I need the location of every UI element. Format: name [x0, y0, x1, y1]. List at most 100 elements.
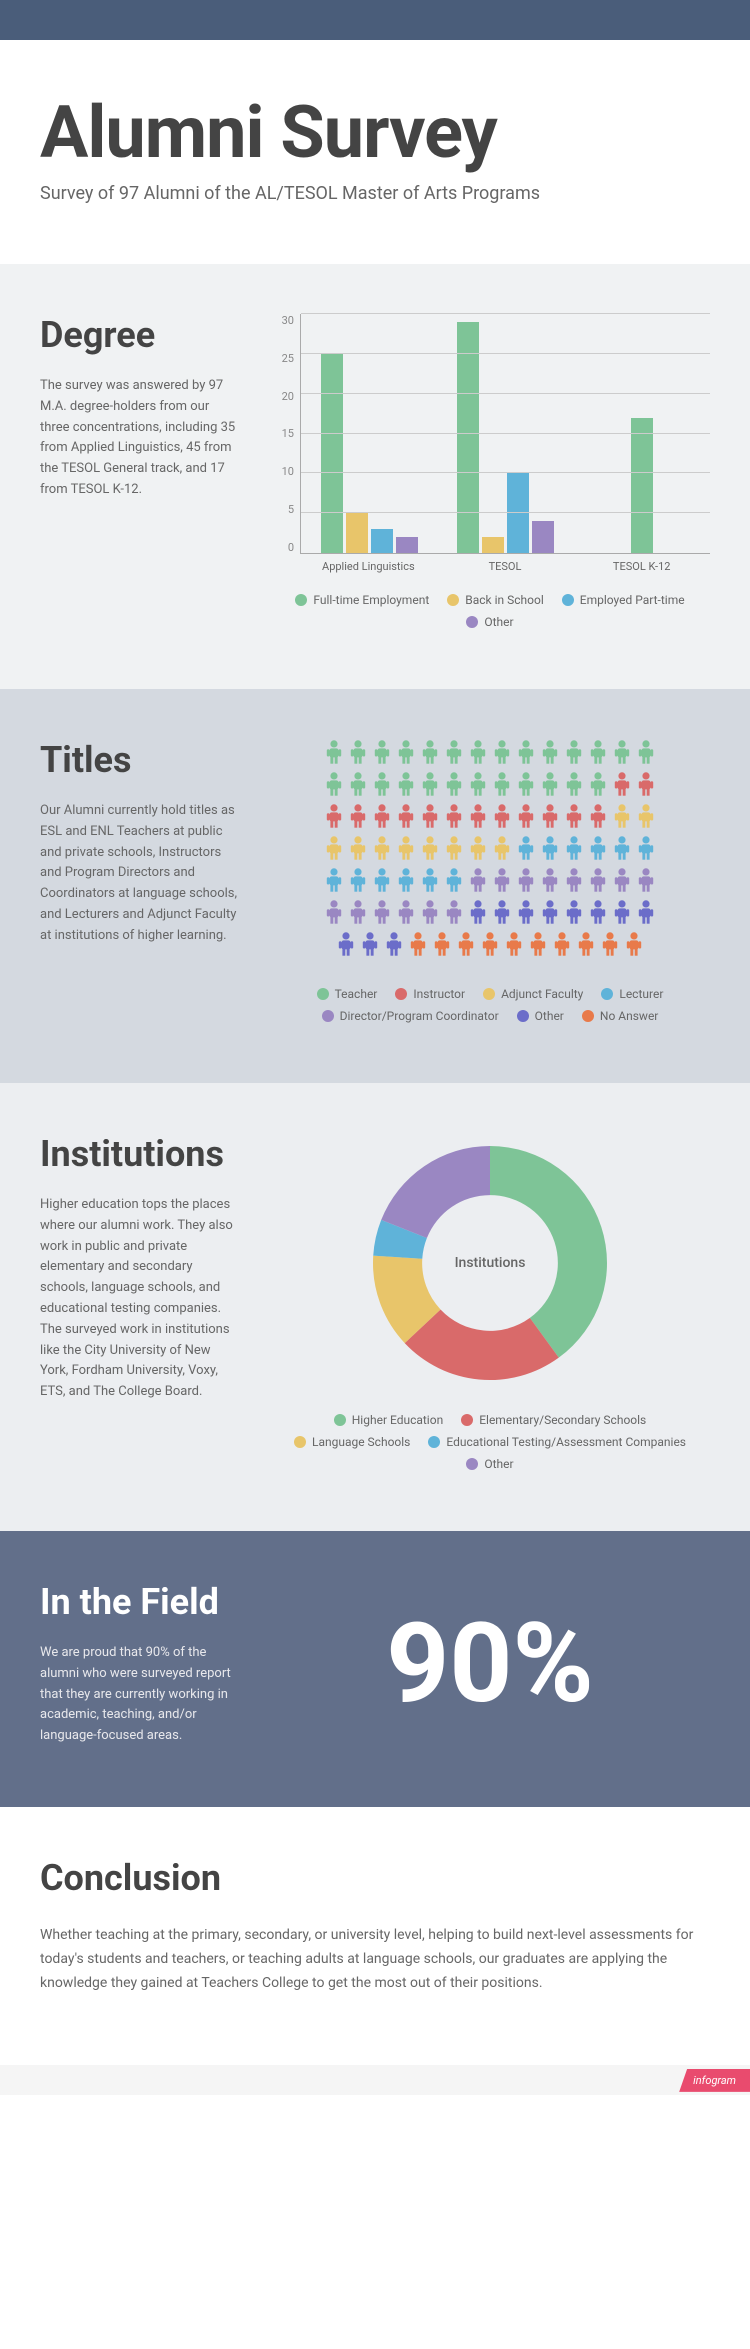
person-icon	[589, 739, 607, 765]
bar	[371, 529, 393, 553]
person-icon	[493, 771, 511, 797]
person-icon	[517, 835, 535, 861]
swatch-icon	[295, 594, 307, 606]
person-icon	[373, 867, 391, 893]
bar-chart: 302520151050 Applied LinguisticsTESOLTES…	[270, 314, 710, 573]
field-text: In the Field We are proud that 90% of th…	[40, 1581, 240, 1747]
person-icon	[397, 739, 415, 765]
bar-group	[437, 314, 573, 553]
titles-viz: TeacherInstructorAdjunct FacultyLecturer…	[270, 739, 710, 1023]
person-icon	[349, 835, 367, 861]
people-row	[325, 931, 655, 957]
legend-item: Other	[466, 1457, 513, 1471]
bar	[396, 537, 418, 553]
legend-item: Elementary/Secondary Schools	[461, 1413, 646, 1427]
person-icon	[421, 771, 439, 797]
person-icon	[445, 803, 463, 829]
swatch-icon	[322, 1010, 334, 1022]
degree-body: The survey was answered by 97 M.A. degre…	[40, 376, 240, 501]
people-row	[325, 771, 655, 797]
person-icon	[445, 835, 463, 861]
person-icon	[421, 835, 439, 861]
person-icon	[493, 899, 511, 925]
swatch-icon	[601, 988, 613, 1000]
donut-center-label: Institutions	[455, 1255, 526, 1271]
titles-body: Our Alumni currently hold titles as ESL …	[40, 801, 240, 947]
person-icon	[349, 803, 367, 829]
gridline	[301, 393, 710, 394]
legend-label: Educational Testing/Assessment Companies	[446, 1435, 686, 1449]
person-icon	[589, 899, 607, 925]
bar-group	[301, 314, 437, 553]
bar	[346, 513, 368, 553]
swatch-icon	[517, 1010, 529, 1022]
bar	[482, 537, 504, 553]
footer: infogram	[0, 2065, 750, 2095]
person-icon	[541, 771, 559, 797]
person-icon	[541, 867, 559, 893]
person-icon	[397, 803, 415, 829]
page-title: Alumni Survey	[40, 90, 710, 175]
person-icon	[373, 803, 391, 829]
person-icon	[457, 931, 475, 957]
person-icon	[493, 739, 511, 765]
legend-label: Instructor	[413, 987, 465, 1001]
institutions-heading: Institutions	[40, 1133, 240, 1175]
person-icon	[433, 931, 451, 957]
person-icon	[541, 835, 559, 861]
person-icon	[541, 899, 559, 925]
person-icon	[397, 835, 415, 861]
person-icon	[361, 931, 379, 957]
person-icon	[325, 899, 343, 925]
person-icon	[469, 867, 487, 893]
header: Alumni Survey Survey of 97 Alumni of the…	[0, 40, 750, 264]
legend-item: Adjunct Faculty	[483, 987, 583, 1001]
person-icon	[337, 931, 355, 957]
person-icon	[349, 739, 367, 765]
person-icon	[613, 803, 631, 829]
legend-label: Language Schools	[312, 1435, 410, 1449]
y-tick: 5	[288, 503, 294, 516]
legend-label: No Answer	[600, 1009, 658, 1023]
legend-item: Higher Education	[334, 1413, 443, 1427]
section-conclusion: Conclusion Whether teaching at the prima…	[0, 1807, 750, 2065]
donut-chart: Institutions	[360, 1133, 620, 1393]
swatch-icon	[395, 988, 407, 1000]
legend-item: Teacher	[317, 987, 378, 1001]
degree-heading: Degree	[40, 314, 240, 356]
plot-area	[300, 314, 710, 554]
swatch-icon	[428, 1436, 440, 1448]
y-tick: 30	[282, 314, 294, 327]
person-icon	[373, 771, 391, 797]
infogram-badge[interactable]: infogram	[679, 2069, 750, 2092]
person-icon	[625, 931, 643, 957]
legend-label: Other	[484, 1457, 513, 1471]
field-heading: In the Field	[40, 1581, 240, 1623]
legend-label: Elementary/Secondary Schools	[479, 1413, 646, 1427]
person-icon	[565, 803, 583, 829]
person-icon	[445, 771, 463, 797]
top-bar	[0, 0, 750, 40]
person-icon	[613, 867, 631, 893]
person-icon	[589, 867, 607, 893]
person-icon	[613, 899, 631, 925]
person-icon	[541, 803, 559, 829]
person-icon	[325, 867, 343, 893]
person-icon	[469, 899, 487, 925]
page: Alumni Survey Survey of 97 Alumni of the…	[0, 0, 750, 2095]
person-icon	[493, 835, 511, 861]
y-tick: 10	[282, 465, 294, 478]
section-institutions: Institutions Higher education tops the p…	[0, 1083, 750, 1531]
titles-legend: TeacherInstructorAdjunct FacultyLecturer…	[270, 987, 710, 1023]
person-icon	[373, 739, 391, 765]
donut-slice	[490, 1146, 607, 1358]
institutions-text: Institutions Higher education tops the p…	[40, 1133, 240, 1471]
y-tick: 15	[282, 427, 294, 440]
gridline	[301, 433, 710, 434]
person-icon	[373, 835, 391, 861]
person-icon	[325, 835, 343, 861]
person-icon	[373, 899, 391, 925]
person-icon	[349, 771, 367, 797]
legend-label: Other	[535, 1009, 564, 1023]
legend-label: Other	[484, 615, 513, 629]
